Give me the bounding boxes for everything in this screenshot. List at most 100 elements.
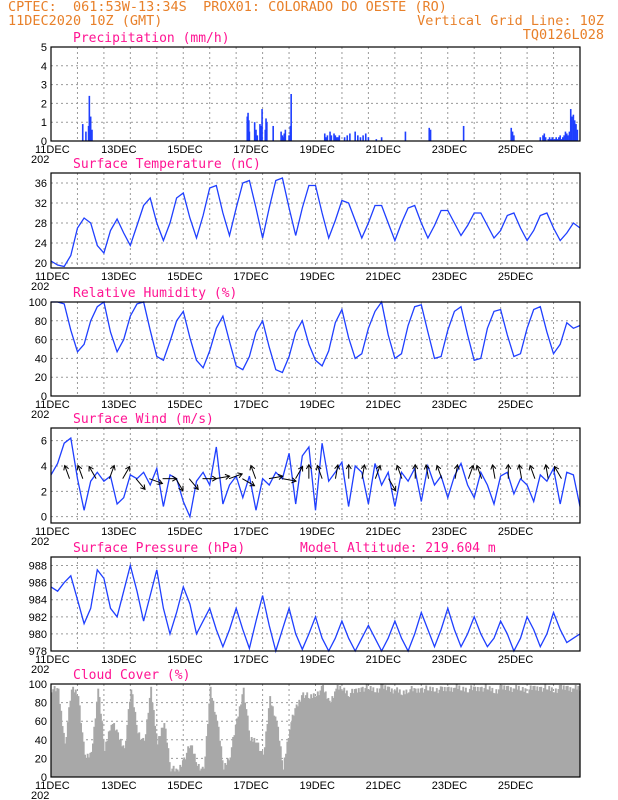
press-year-fragment: 202 — [31, 664, 49, 676]
temp-series-line — [50, 177, 581, 268]
cloud-bar — [396, 687, 399, 777]
precip-bar — [576, 129, 579, 141]
cloud-bar — [318, 695, 321, 777]
cloud-bar — [248, 730, 250, 777]
cloud-bar — [389, 691, 392, 777]
cloud-bar — [147, 712, 150, 777]
precip-bar — [564, 131, 567, 141]
cloud-bar — [525, 693, 528, 777]
cloud-bar — [312, 693, 315, 777]
cloud-bar — [569, 687, 572, 777]
cloud-xtick: 13DEC — [101, 780, 137, 792]
cloud-bar — [265, 731, 268, 777]
cloud-bar — [306, 692, 309, 777]
wind-arrow — [268, 475, 283, 480]
cloud-bar — [282, 769, 285, 777]
precip-bar — [554, 139, 556, 141]
cloud-bar — [531, 689, 533, 777]
cloud-bar — [458, 685, 461, 777]
wind-arrow-head — [468, 464, 475, 471]
cloud-bar — [101, 722, 104, 777]
cloud-bar — [482, 691, 485, 777]
cloud-bar — [479, 687, 482, 777]
cloud-bar — [283, 757, 286, 777]
cloud-bar — [361, 686, 364, 777]
precip-bar — [349, 133, 351, 141]
cloud-bar — [164, 728, 167, 777]
cloud-bar — [438, 689, 441, 777]
cloud-bar — [179, 764, 182, 777]
cloud-ytick: 100 — [29, 679, 47, 691]
cloud-xtick: 11DEC — [35, 780, 70, 792]
precip-ytick: 0 — [41, 136, 47, 148]
cloud-bar — [478, 691, 481, 777]
temp-xtick: 19DEC — [300, 271, 336, 283]
precip-bar — [280, 131, 282, 141]
cloud-bar — [484, 684, 487, 777]
cloud-bar — [540, 686, 543, 777]
wind-arrow-head — [553, 465, 560, 472]
rh-ytick: 0 — [41, 391, 47, 403]
cloud-bar — [474, 686, 477, 777]
precip-bar — [85, 131, 87, 141]
cloud-bar — [495, 689, 498, 777]
rh-ytick: 100 — [29, 297, 47, 309]
wind-arrow — [529, 465, 536, 479]
wind-arrow — [492, 464, 496, 479]
cloud-bar — [554, 688, 557, 777]
cloud-year-fragment: 202 — [31, 790, 49, 800]
cloud-bar — [163, 723, 166, 777]
cloud-xtick: 19DEC — [300, 780, 336, 792]
cloud-bar — [293, 715, 295, 777]
cloud-bar — [60, 710, 63, 777]
cloud-bar — [56, 688, 59, 777]
cloud-bar — [355, 688, 358, 777]
precip-ytick: 1 — [41, 117, 47, 129]
cloud-bar — [72, 686, 75, 777]
cloud-bar — [205, 736, 208, 777]
cloud-bar — [103, 750, 106, 777]
wind-arrow — [554, 466, 562, 479]
cloud-bar — [115, 729, 118, 777]
cloud-bar — [302, 692, 305, 777]
cloud-bar — [74, 689, 77, 777]
cloud-bar — [266, 723, 269, 777]
precip-bar — [548, 137, 551, 141]
precip-bar — [367, 137, 370, 141]
precip-bar — [375, 139, 378, 141]
cloud-bar — [146, 719, 149, 777]
wind-arrow-head — [109, 464, 116, 471]
cloud-bar — [537, 690, 540, 777]
cloud-bar — [560, 684, 563, 777]
cloud-bar — [457, 689, 459, 777]
cloud-bar — [82, 741, 85, 777]
cloud-bar — [487, 689, 490, 777]
cloud-bar — [529, 685, 532, 777]
wind-arrow-head — [528, 464, 535, 471]
rh-xtick: 19DEC — [300, 399, 336, 411]
cloud-bar — [330, 702, 332, 777]
cloud-bar — [291, 714, 294, 777]
precip-bar — [89, 116, 92, 141]
cloud-bar — [236, 718, 239, 777]
precip-bar — [462, 125, 465, 141]
cloud-bar — [140, 738, 143, 777]
wind-xtick: 21DEC — [366, 526, 402, 538]
cloud-bar — [520, 690, 523, 777]
cloud-bar — [488, 686, 491, 777]
cloud-bar — [459, 690, 462, 777]
precip-frame — [50, 46, 581, 142]
cloud-bar — [347, 696, 350, 777]
precip-ytick: 4 — [41, 61, 47, 73]
cloud-bar — [501, 689, 504, 777]
precip-bar — [565, 133, 568, 141]
cloud-bar — [375, 692, 377, 777]
temp-ytick: 36 — [35, 178, 47, 190]
cloud-ytick: 20 — [35, 753, 47, 765]
wind-arrow — [88, 466, 97, 479]
wind-arrow — [215, 475, 230, 480]
cloud-bar — [425, 685, 428, 777]
cloud-bar — [572, 688, 574, 777]
cloud-bar — [77, 696, 80, 777]
